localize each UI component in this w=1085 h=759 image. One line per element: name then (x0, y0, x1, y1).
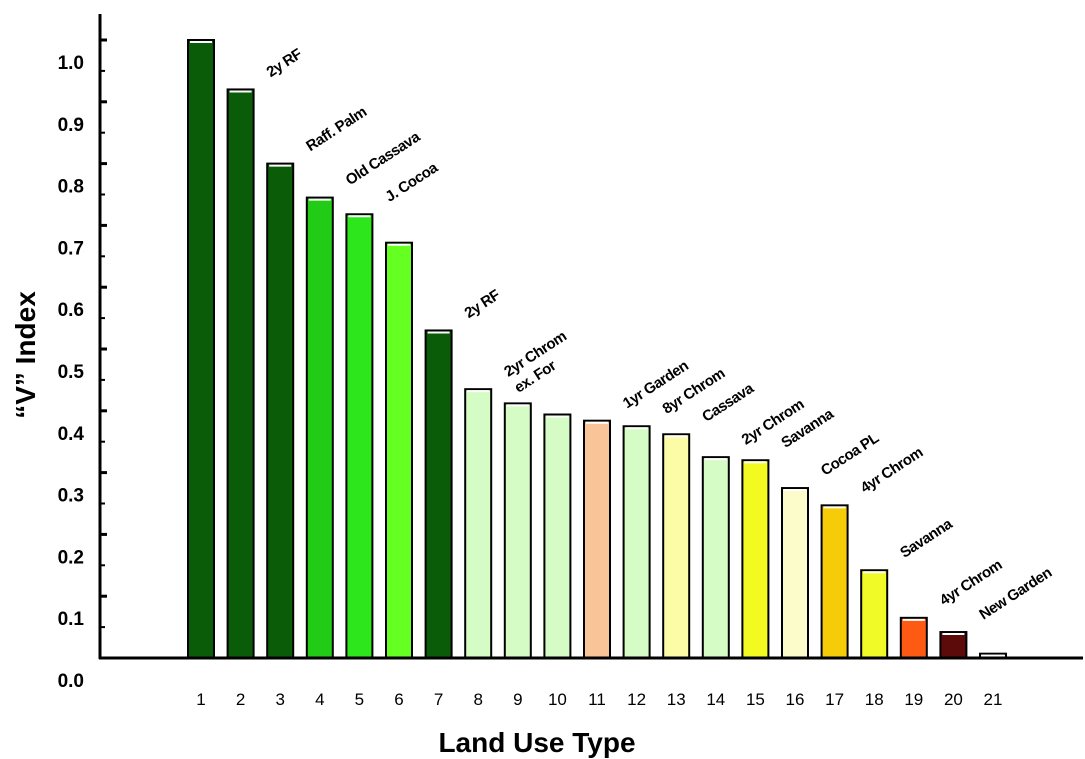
x-tick-label: 10 (548, 690, 567, 709)
x-tick-label: 9 (513, 690, 522, 709)
bar (622, 425, 651, 659)
bar-group (305, 196, 334, 659)
bar-group (939, 631, 968, 660)
bar-annotation-line: J. Cocoa (382, 159, 441, 206)
bar-group (266, 162, 295, 659)
bar-group (741, 459, 770, 659)
bar-group (424, 329, 453, 659)
bar-group (781, 487, 809, 659)
bar (701, 456, 730, 659)
x-tick-label: 11 (588, 690, 606, 709)
bar-group (820, 504, 849, 659)
bars (187, 39, 1007, 660)
x-tick-label: 18 (865, 690, 884, 709)
bar (385, 241, 413, 659)
bar-group (583, 419, 611, 659)
bar-group (385, 241, 413, 659)
bar (187, 39, 215, 659)
bar (741, 459, 770, 659)
y-tick-label: 0.5 (58, 362, 85, 383)
y-tick-labels: 0.0 0.1 0.2 0.3 0.4 0.5 0.6 0.7 0.8 0.9 1.0 (58, 53, 85, 692)
x-axis-title: Land Use Type (438, 727, 635, 758)
bar-annotation: 2yr Chromex. For (501, 328, 580, 397)
bar (345, 213, 374, 659)
x-tick-label: 3 (275, 690, 284, 709)
bar (899, 616, 928, 660)
axes (98, 14, 1083, 660)
y-tick-label: 0.9 (58, 115, 84, 136)
y-tick-label: 0.0 (58, 671, 84, 692)
bar-group (503, 402, 532, 659)
bar (939, 631, 968, 660)
bar-annotation: Raff. Palm (303, 103, 370, 155)
x-tick-label: 8 (473, 690, 482, 709)
x-tick-label: 13 (667, 690, 686, 709)
bar-annotation-line: 2y RF (462, 286, 504, 321)
bar-group (464, 388, 493, 659)
bar (583, 419, 611, 659)
x-tick-label: 21 (984, 690, 1003, 709)
bar-group (899, 616, 928, 660)
bar (781, 487, 809, 659)
x-tick-label: 14 (706, 690, 725, 709)
x-tick-label: 16 (786, 690, 805, 709)
y-tick-label: 0.4 (58, 424, 85, 445)
bar (860, 569, 889, 660)
bar-annotation: 2y RF (462, 286, 504, 321)
bar-annotation: Savanna (897, 515, 956, 562)
x-tick-label: 12 (627, 690, 646, 709)
bar-annotation-line: Raff. Palm (303, 103, 370, 155)
x-tick-label: 4 (315, 690, 324, 709)
bar (266, 162, 295, 659)
y-tick-label: 0.1 (58, 609, 85, 630)
bar-group (701, 456, 730, 659)
bar (543, 413, 572, 659)
x-tick-label: 1 (196, 690, 205, 709)
x-tick-label: 2 (236, 690, 245, 709)
bar-annotation-line: 2y RF (264, 45, 306, 80)
bar-group (543, 413, 572, 659)
bar-annotation: J. Cocoa (382, 159, 441, 206)
bar (464, 388, 493, 659)
bar (820, 504, 849, 659)
bar-group (226, 88, 255, 659)
y-tick-label: 0.8 (58, 177, 84, 198)
x-tick-label: 5 (355, 690, 364, 709)
bar (226, 88, 255, 659)
bar (503, 402, 532, 659)
y-tick-label: 1.0 (58, 53, 84, 74)
y-tick-label: 0.7 (58, 238, 84, 259)
bar-group (622, 425, 651, 659)
y-tick-label: 0.6 (58, 300, 84, 321)
bar-group (187, 39, 215, 659)
x-tick-label: 7 (434, 690, 443, 709)
bar-group (860, 569, 889, 660)
bar (305, 196, 334, 659)
x-tick-label: 17 (825, 690, 844, 709)
x-tick-label: 6 (394, 690, 403, 709)
x-tick-labels: 1 2 3 4 5 6 7 8 9 10 11 12 13 14 15 16 17 18 19 20 21 (196, 690, 1002, 709)
bar-annotation: 2y RF (264, 45, 306, 80)
bar (662, 433, 691, 659)
bar-group (345, 213, 374, 659)
y-axis-title: “V” Index (10, 291, 41, 419)
bar-group (662, 433, 691, 659)
x-tick-label: 19 (904, 690, 923, 709)
bar-annotation-line: Savanna (897, 515, 956, 562)
y-tick-label: 0.3 (58, 486, 84, 507)
y-tick-label: 0.2 (58, 547, 84, 568)
x-tick-label: 15 (746, 690, 765, 709)
x-tick-label: 20 (944, 690, 963, 709)
bar (424, 329, 453, 659)
